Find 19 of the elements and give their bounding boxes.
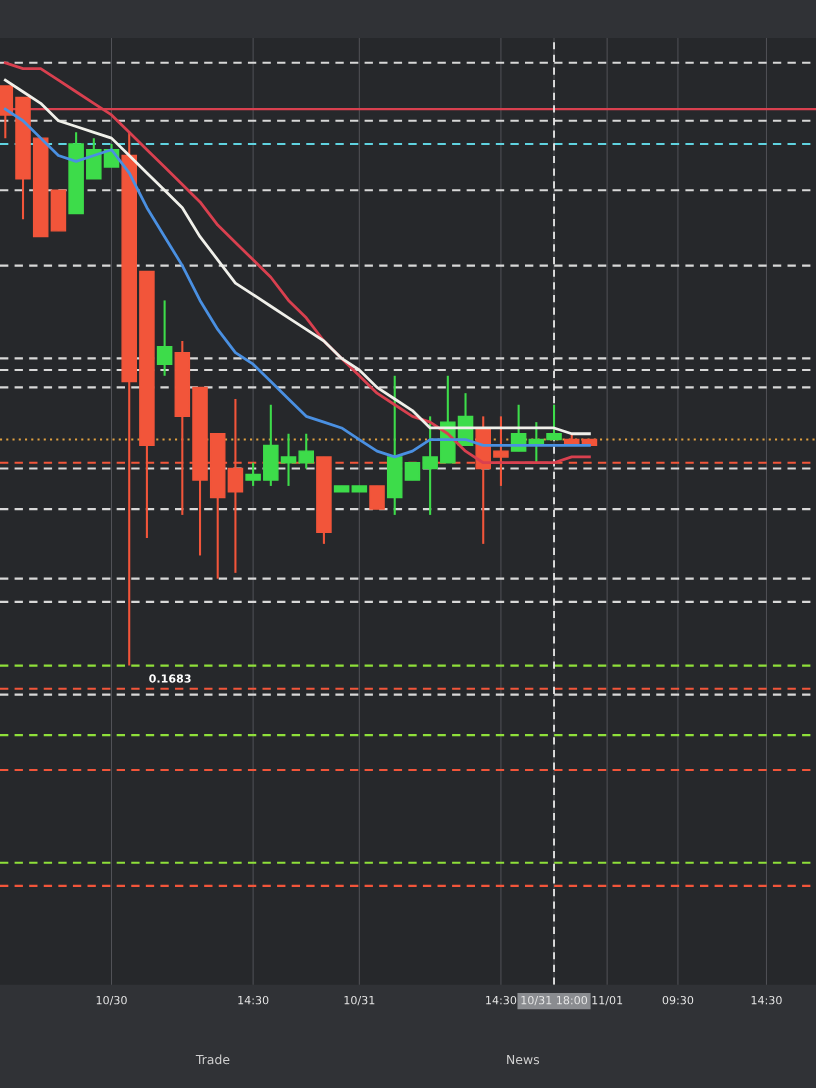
x-tick-label: 14:30 [238, 995, 269, 1005]
candlestick [280, 432, 297, 487]
x-tick-label: 10/30 [96, 995, 127, 1006]
x-tick-label: 14:30 [751, 995, 782, 1005]
text: News [507, 1054, 540, 1065]
annotation: 0.1683 [149, 674, 191, 683]
candlestick [422, 415, 438, 516]
candlestick [245, 461, 261, 487]
x-tick-label: 10/31 [344, 995, 375, 1006]
candlestick [369, 485, 385, 510]
x-tick-label: 11/01 [592, 995, 623, 1006]
candlestick [298, 432, 314, 470]
x-tick-label: 14:30 [486, 995, 517, 1005]
candlestick [546, 403, 562, 441]
x-tick-label: 09:30 [662, 995, 694, 1005]
text: Trade [195, 1054, 230, 1065]
candlestick [156, 299, 173, 377]
candlestick [493, 415, 509, 487]
x-tick-label: 10/31 18:00 [521, 995, 588, 1006]
